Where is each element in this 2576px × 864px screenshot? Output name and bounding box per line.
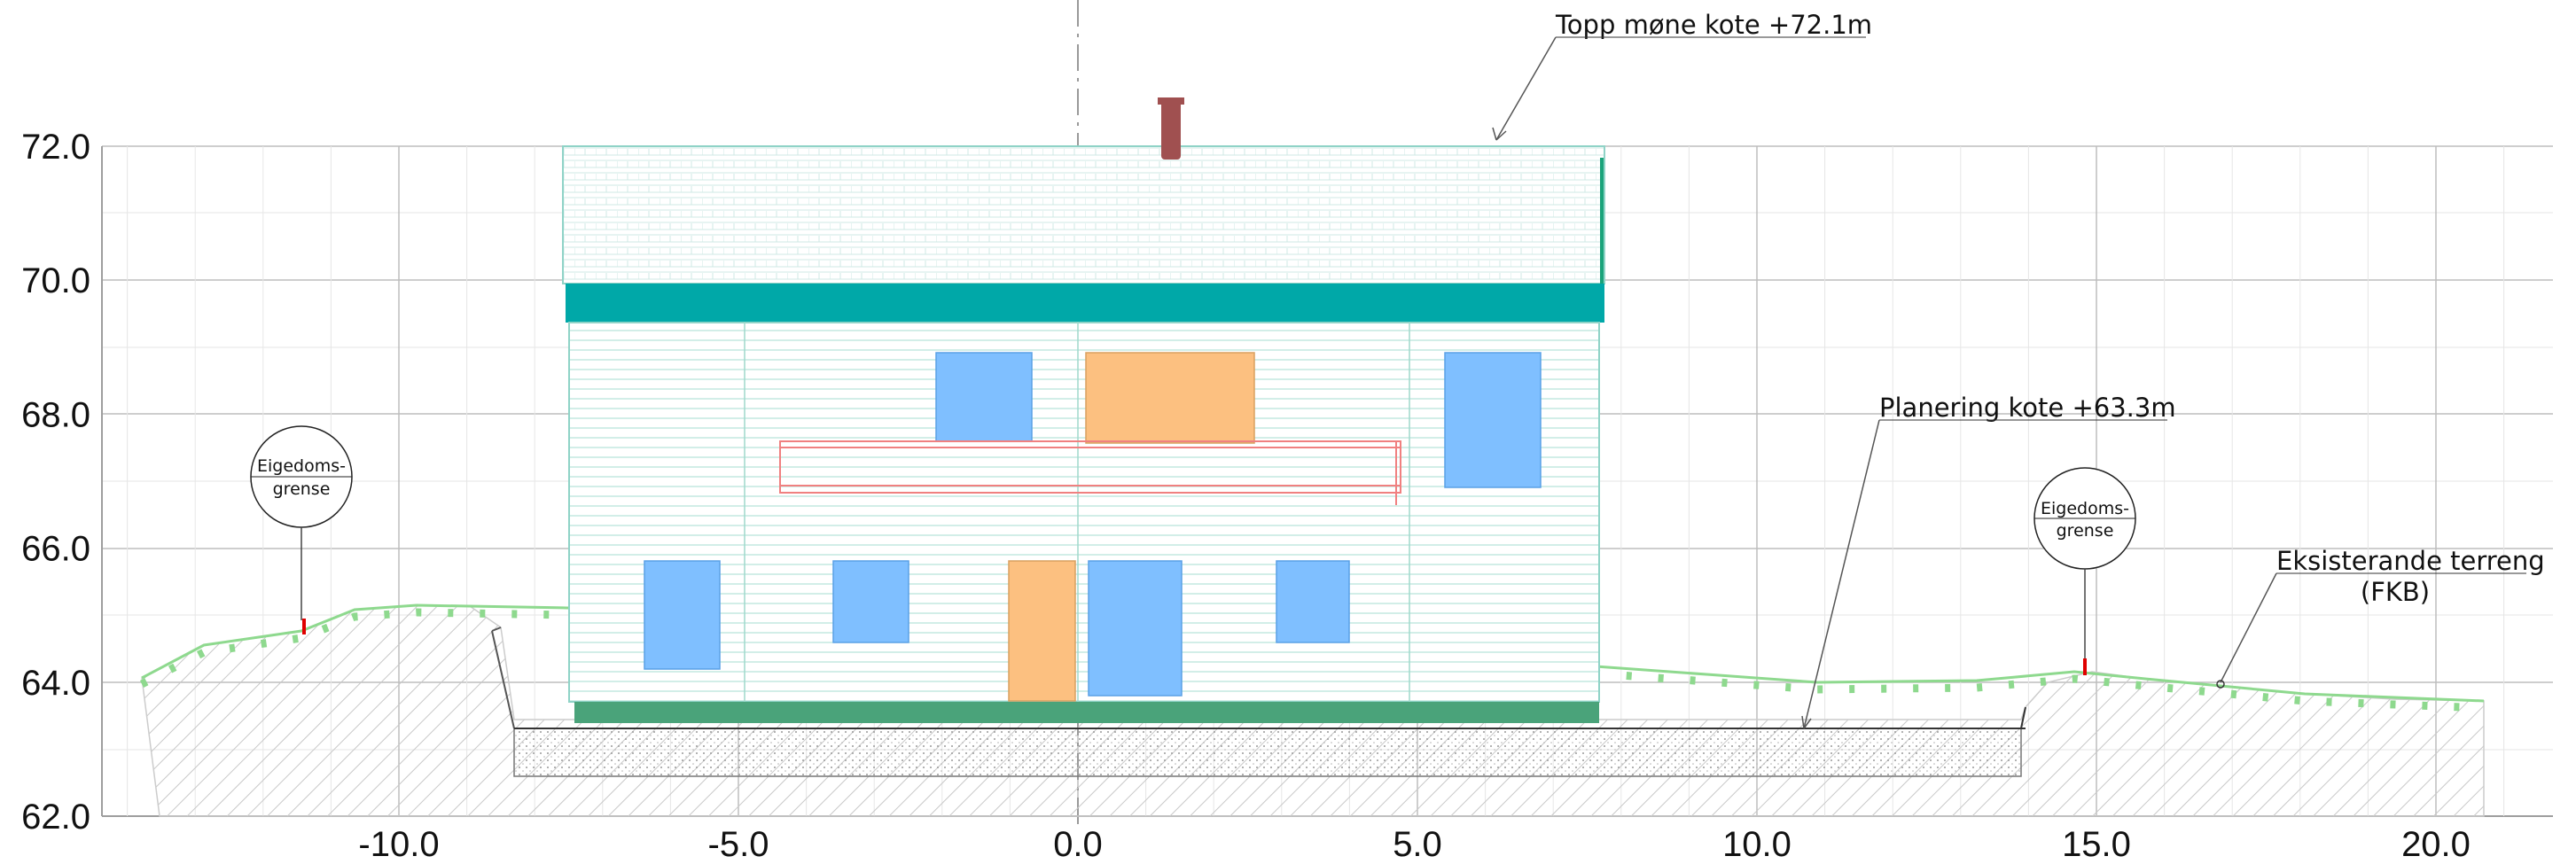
x-tick-label: 0.0 <box>1053 825 1103 864</box>
boundary-label-line2: grense <box>2057 521 2114 541</box>
y-tick-label: 70.0 <box>21 261 90 300</box>
y-tick-label: 62.0 <box>21 798 90 837</box>
x-tick-label: 5.0 <box>1393 825 1442 864</box>
house-facade <box>562 97 1605 723</box>
ridge-label: Topp møne kote +72.1m <box>1555 10 1872 40</box>
boundary-marker-left: Eigedoms- grense <box>250 425 353 634</box>
terrain <box>139 603 2485 817</box>
window <box>1088 560 1183 697</box>
x-tick-label: 15.0 <box>2062 825 2131 864</box>
window <box>832 560 909 643</box>
y-tick-label: 64.0 <box>21 664 90 703</box>
chimney <box>1161 99 1181 160</box>
grading-label: Planering kote +63.3m <box>1879 393 2176 423</box>
annotation-terrain: Eksisterande terreng (FKB) <box>2216 546 2545 689</box>
window <box>1276 560 1350 643</box>
y-tick-label: 68.0 <box>21 395 90 434</box>
terrain-label-line2: (FKB) <box>2361 577 2430 607</box>
x-tick-label: 20.0 <box>2401 825 2471 864</box>
annotation-ridge: Topp møne kote +72.1m <box>1492 10 1872 141</box>
window <box>935 352 1033 442</box>
boundary-label-line1: Eigedoms- <box>257 456 346 476</box>
x-axis-labels: -10.0 -5.0 0.0 5.0 10.0 15.0 20.0 <box>358 825 2471 864</box>
foundation <box>574 702 1599 723</box>
terrain-label-line1: Eksisterande terreng <box>2276 546 2545 576</box>
eave-band <box>566 284 1604 323</box>
window <box>644 560 721 670</box>
y-tick-label: 66.0 <box>21 530 90 569</box>
door <box>1008 560 1076 702</box>
window <box>1444 352 1542 488</box>
facade-wall <box>568 322 1600 703</box>
door <box>1085 352 1255 444</box>
boundary-label-line1: Eigedoms- <box>2041 499 2129 518</box>
x-tick-label: -10.0 <box>358 825 439 864</box>
x-tick-label: -5.0 <box>708 825 769 864</box>
annotation-grading: Planering kote +63.3m <box>1801 393 2176 729</box>
boundary-label-line2: grense <box>273 479 331 499</box>
balcony <box>779 440 1401 505</box>
y-tick-label: 72.0 <box>21 128 90 167</box>
y-axis-labels: 62.0 64.0 66.0 68.0 70.0 72.0 <box>21 128 90 837</box>
boundary-marker-right: Eigedoms- grense <box>2033 467 2136 675</box>
x-tick-label: 10.0 <box>1722 825 1791 864</box>
roof <box>562 145 1605 284</box>
